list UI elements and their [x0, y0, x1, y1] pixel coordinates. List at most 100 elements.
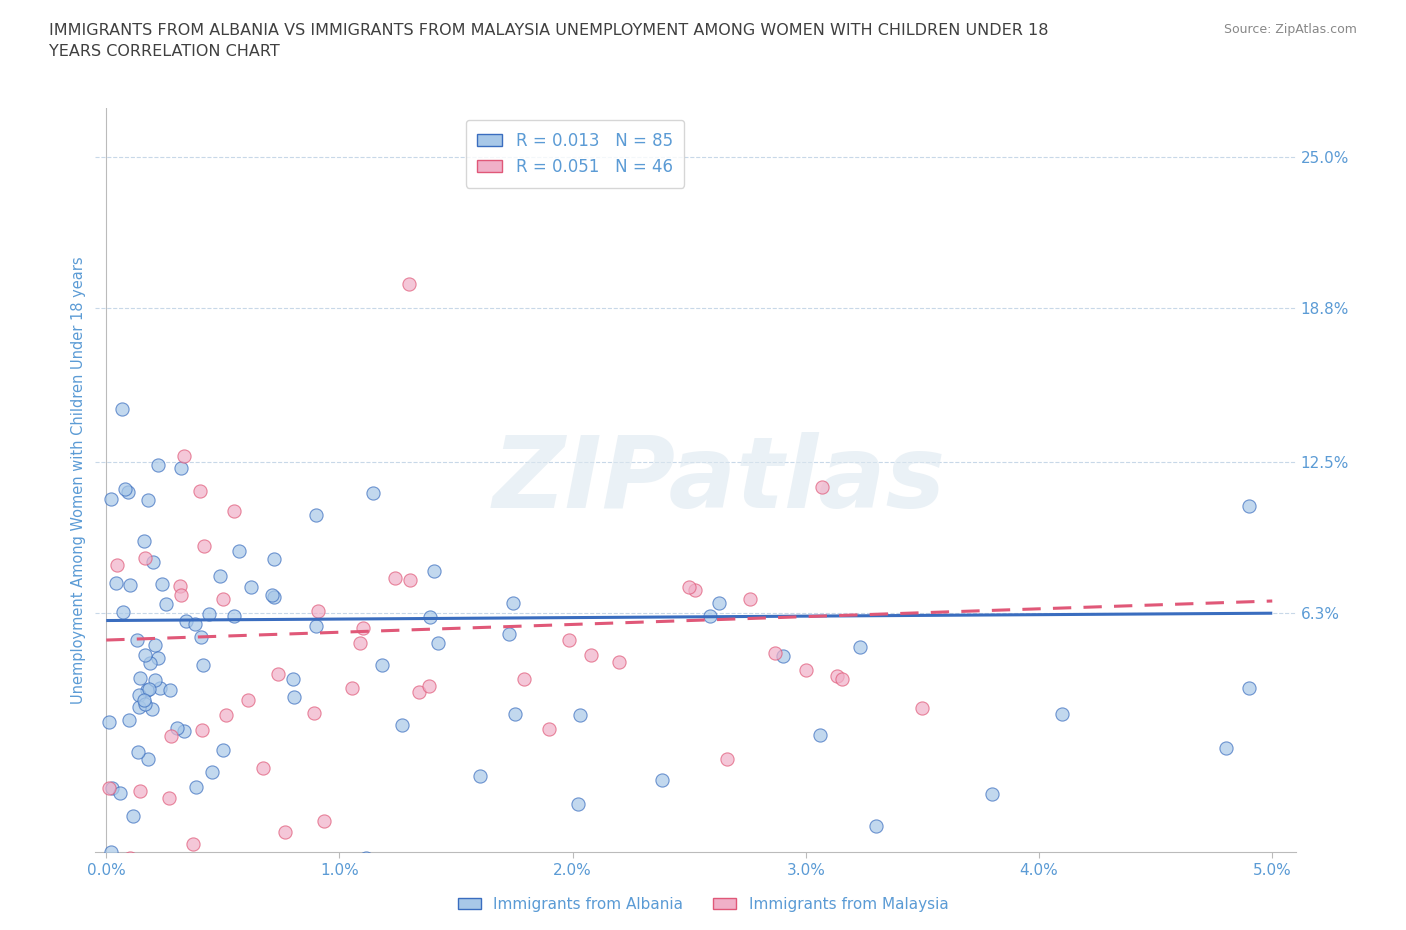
Point — [101, 781, 124, 796]
Point — [128, 700, 150, 715]
Point — [423, 564, 446, 578]
Point — [143, 673, 166, 688]
Point — [419, 610, 441, 625]
Point — [105, 558, 128, 573]
Point — [183, 836, 205, 851]
Point — [765, 645, 787, 660]
Point — [150, 577, 173, 591]
Point — [342, 681, 364, 696]
Point — [1215, 740, 1237, 755]
Point — [418, 679, 440, 694]
Text: ZIPatlas: ZIPatlas — [492, 432, 946, 528]
Point — [361, 485, 384, 500]
Legend: Immigrants from Albania, Immigrants from Malaysia: Immigrants from Albania, Immigrants from… — [451, 891, 955, 918]
Point — [678, 579, 700, 594]
Point — [134, 647, 156, 662]
Point — [169, 578, 191, 593]
Point — [173, 724, 195, 738]
Legend: R = 0.013   N = 85, R = 0.051   N = 46: R = 0.013 N = 85, R = 0.051 N = 46 — [465, 120, 685, 188]
Point — [224, 503, 246, 518]
Point — [305, 618, 328, 633]
Point — [117, 485, 139, 499]
Point — [209, 569, 232, 584]
Point — [498, 627, 520, 642]
Point — [197, 606, 219, 621]
Point — [772, 648, 794, 663]
Point — [398, 573, 420, 588]
Point — [502, 596, 524, 611]
Point — [184, 617, 207, 631]
Point — [138, 493, 160, 508]
Point — [305, 507, 328, 522]
Text: IMMIGRANTS FROM ALBANIA VS IMMIGRANTS FROM MALAYSIA UNEMPLOYMENT AMONG WOMEN WIT: IMMIGRANTS FROM ALBANIA VS IMMIGRANTS FR… — [49, 23, 1049, 60]
Point — [136, 751, 159, 766]
Point — [398, 276, 420, 291]
Point — [143, 638, 166, 653]
Point — [811, 480, 834, 495]
Point — [97, 714, 120, 729]
Point — [637, 864, 659, 879]
Point — [166, 721, 188, 736]
Y-axis label: Unemployment Among Women with Children Under 18 years: Unemployment Among Women with Children U… — [72, 257, 86, 704]
Point — [193, 538, 215, 553]
Point — [125, 632, 148, 647]
Point — [111, 402, 134, 417]
Point — [283, 671, 305, 686]
Point — [1237, 498, 1260, 513]
Point — [128, 671, 150, 685]
Point — [108, 785, 131, 800]
Point — [170, 588, 193, 603]
Point — [848, 640, 870, 655]
Point — [569, 708, 592, 723]
Point — [981, 786, 1004, 801]
Point — [538, 722, 561, 737]
Point — [170, 461, 193, 476]
Point — [391, 717, 413, 732]
Point — [135, 683, 157, 698]
Point — [121, 808, 143, 823]
Point — [160, 728, 183, 743]
Point — [174, 613, 197, 628]
Point — [352, 620, 374, 635]
Point — [794, 662, 817, 677]
Point — [302, 706, 325, 721]
Point — [129, 783, 152, 798]
Point — [186, 779, 208, 794]
Point — [707, 595, 730, 610]
Point — [157, 790, 180, 805]
Point — [263, 551, 285, 566]
Point — [134, 551, 156, 565]
Point — [212, 591, 235, 606]
Point — [98, 781, 121, 796]
Point — [191, 723, 214, 737]
Point — [468, 768, 491, 783]
Point — [371, 658, 394, 673]
Point — [114, 482, 136, 497]
Point — [354, 851, 377, 866]
Point — [139, 656, 162, 671]
Text: Source: ZipAtlas.com: Source: ZipAtlas.com — [1223, 23, 1357, 36]
Point — [911, 700, 934, 715]
Point — [212, 742, 235, 757]
Point — [699, 609, 721, 624]
Point — [149, 681, 172, 696]
Point — [118, 578, 141, 592]
Point — [173, 448, 195, 463]
Point — [260, 588, 283, 603]
Point — [155, 596, 177, 611]
Point — [349, 635, 371, 650]
Point — [267, 667, 290, 682]
Point — [274, 825, 297, 840]
Point — [808, 728, 831, 743]
Point — [134, 697, 156, 711]
Point — [1237, 681, 1260, 696]
Point — [132, 534, 155, 549]
Point — [825, 669, 848, 684]
Point — [558, 632, 581, 647]
Point — [263, 590, 285, 604]
Point — [607, 655, 630, 670]
Point — [252, 761, 274, 776]
Point — [579, 647, 602, 662]
Point — [408, 685, 430, 700]
Point — [118, 850, 141, 865]
